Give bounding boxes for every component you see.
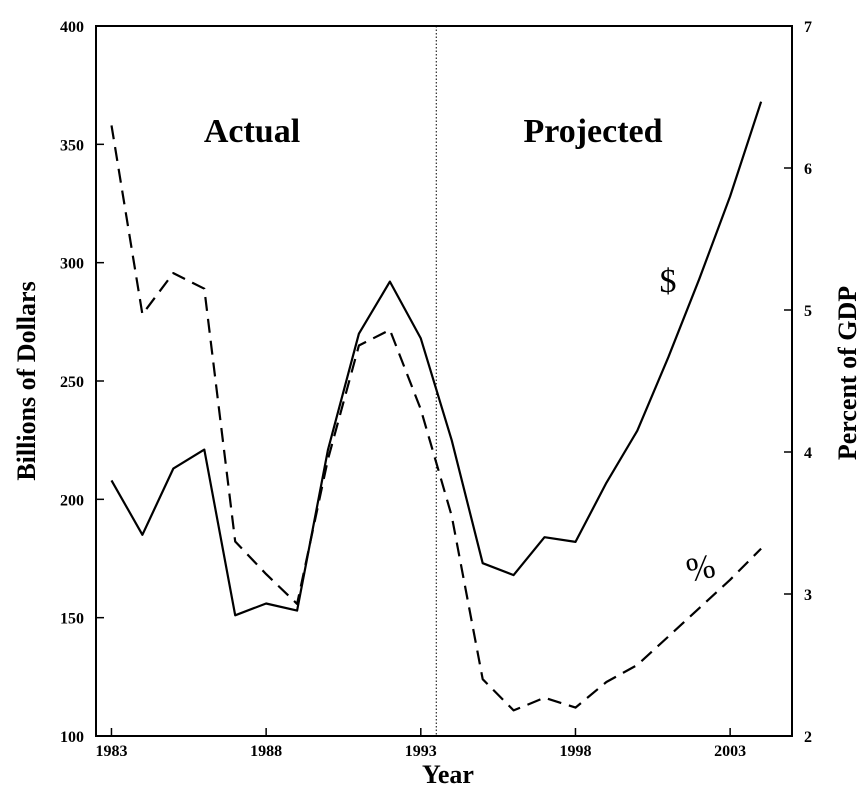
- right-axis-ticks: 2 3 4 5 6 7: [784, 19, 812, 746]
- series-line-dollars: [110, 101, 763, 617]
- left-tick-label: 150: [60, 611, 84, 628]
- right-tick-label: 2: [804, 729, 812, 746]
- left-tick-label: 350: [60, 137, 84, 154]
- x-tick-label: 1998: [559, 743, 591, 760]
- x-tick-label: 1983: [95, 743, 127, 760]
- x-tick-label: 2003: [714, 743, 746, 760]
- plot-frame: [95, 25, 793, 737]
- left-tick-label: 100: [60, 729, 84, 746]
- region-label-actual: Actual: [204, 113, 300, 150]
- region-label-projected: Projected: [523, 113, 662, 150]
- series-label-percent: %: [683, 548, 718, 590]
- left-tick-label: 400: [60, 19, 84, 36]
- series-label-dollars: $: [660, 263, 677, 300]
- series-line-percent-gdp: [110, 125, 762, 712]
- y-axis-left-title: Billions of Dollars: [12, 281, 41, 480]
- x-tick-label: 1988: [250, 743, 282, 760]
- x-axis-ticks: 1983 1988 1993 1998 2003: [95, 728, 746, 760]
- left-axis-ticks: 100 150 200 250 300 350 400: [60, 19, 104, 746]
- left-tick-label: 200: [60, 492, 84, 509]
- right-tick-label: 6: [804, 161, 812, 178]
- x-tick-label: 1993: [405, 743, 437, 760]
- right-tick-label: 4: [804, 445, 812, 462]
- y-axis-right-title: Percent of GDP: [833, 286, 862, 460]
- series-layer: [110, 101, 763, 712]
- left-tick-label: 300: [60, 256, 84, 273]
- right-tick-label: 5: [804, 303, 812, 320]
- x-axis-title: Year: [422, 760, 474, 788]
- right-tick-label: 7: [804, 19, 812, 36]
- left-tick-label: 250: [60, 374, 84, 391]
- right-tick-label: 3: [804, 587, 812, 604]
